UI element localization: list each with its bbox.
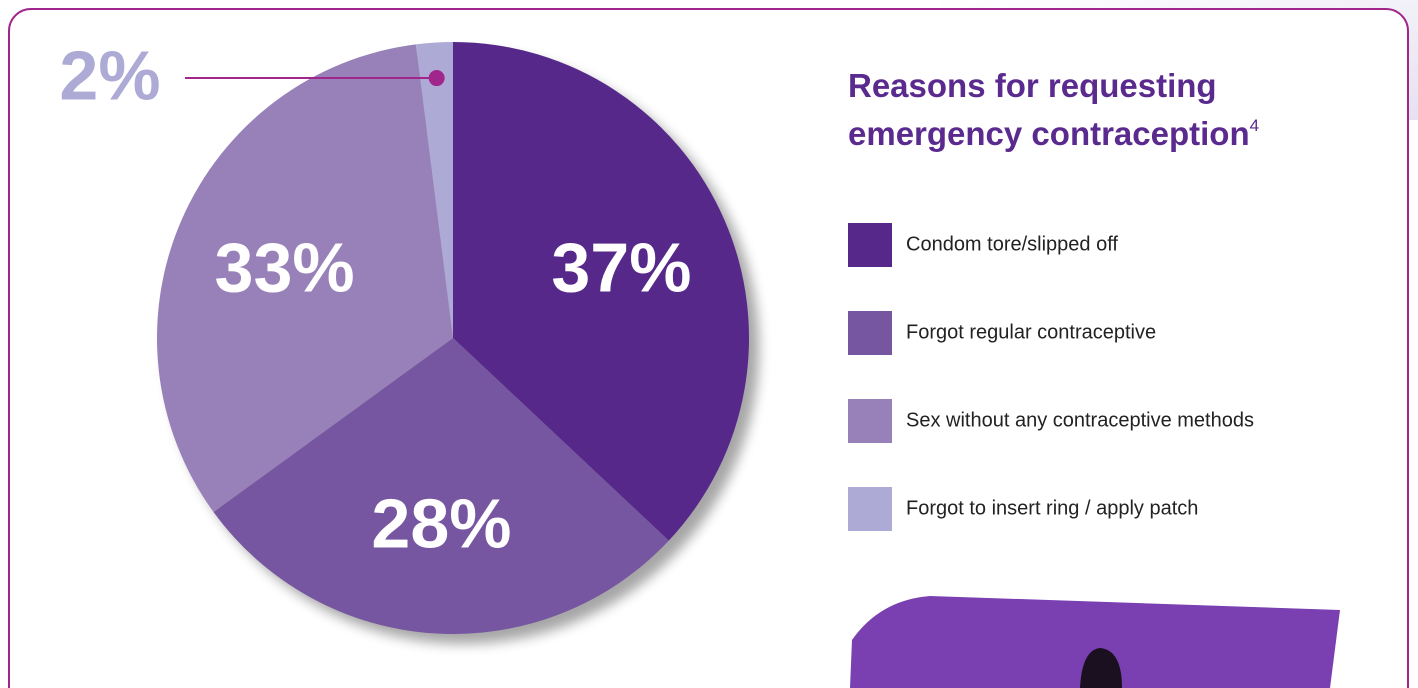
pie-slice [157,44,454,512]
legend-swatch [848,223,892,267]
legend-swatch [848,487,892,531]
legend-label: Forgot regular contraceptive [906,321,1156,343]
legend-label: Sex without any contraceptive methods [906,409,1254,431]
product-image [850,596,1340,688]
pie-slice [453,42,749,541]
data-label: 28% [371,485,511,563]
legend-label: Condom tore/slipped off [906,233,1118,255]
pie-slice [415,42,453,338]
legend: Condom tore/slipped off Forgot regular co… [848,223,1254,531]
leader-dot [428,70,445,87]
data-label: 37% [551,229,691,307]
product-image-detail [1080,648,1122,688]
title-footnote: 4 [1249,116,1260,135]
pie-slice [213,338,669,635]
data-label: 33% [215,229,355,307]
chart-title-block: Reasons for requesting emergency contrac… [848,62,1308,158]
legend-label: Forgot to insert ring / apply patch [906,497,1198,519]
data-label: 2% [59,37,160,115]
chart-title: Reasons for requesting emergency contrac… [848,67,1250,152]
pie: 37% 28% 33% 2% [59,37,749,635]
legend-swatch [848,311,892,355]
legend-swatch [848,399,892,443]
